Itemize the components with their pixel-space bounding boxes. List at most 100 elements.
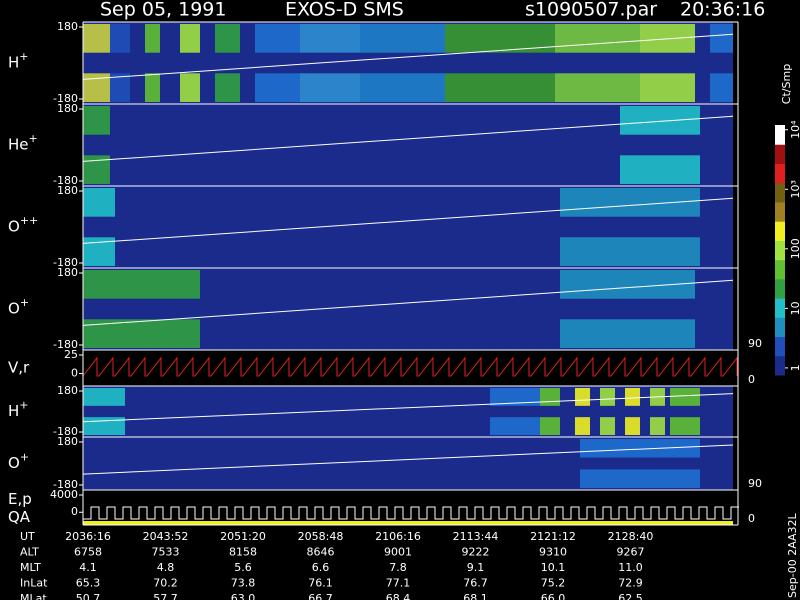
- spectrum-patch: [540, 417, 560, 435]
- y-tick-label: -180: [53, 338, 78, 351]
- footer-cell: 9.1: [467, 561, 485, 574]
- panel-label-sup: +: [19, 399, 28, 412]
- footer-cell: 9310: [539, 546, 567, 559]
- panel-bg: [83, 386, 733, 437]
- colorbar-tick-label: 100: [789, 238, 800, 259]
- y-tick-label: -180: [53, 478, 78, 491]
- y-tick-label: 180: [57, 102, 78, 115]
- spectrum-patch: [710, 24, 733, 53]
- footer-cell: 63.0: [231, 592, 256, 600]
- panel-label: O++: [8, 214, 38, 236]
- footer-cell: 2113:44: [453, 530, 499, 543]
- footer-cell: 2058:48: [298, 530, 344, 543]
- spectrum-patch: [180, 73, 200, 102]
- trace-line: [82, 444, 734, 475]
- y-tick-label: 180: [57, 20, 78, 33]
- footer-cell: 57.7: [153, 592, 178, 600]
- colorbar-tick-label: 10³: [789, 180, 800, 198]
- panel-label: H+: [8, 50, 29, 72]
- colorbar-tick-label: 10⁴: [789, 120, 800, 139]
- spectrum-patch: [145, 24, 160, 53]
- footer-cell: 9001: [384, 546, 412, 559]
- footer-cell: 7533: [152, 546, 180, 559]
- spectrum-patch: [445, 73, 555, 102]
- panel-label: O+: [8, 451, 29, 473]
- spectrum-patch: [83, 188, 115, 217]
- spectrum-patch: [650, 417, 665, 435]
- panel-label: E,p: [8, 490, 32, 508]
- spectrum-patch: [560, 237, 700, 266]
- footer-cell: 72.9: [618, 577, 643, 590]
- trace-line: [82, 393, 734, 423]
- spectrum-patch: [215, 24, 240, 53]
- footer-cell: 68.4: [386, 592, 411, 600]
- footer-row-label: UT: [20, 530, 35, 543]
- panel-label: QA: [8, 508, 31, 526]
- panel: -180 180 He+: [8, 102, 738, 187]
- spectrum-patch: [670, 417, 700, 435]
- colorbar-label: Ct/Smp: [780, 64, 793, 104]
- colorbar-cell: [775, 125, 785, 145]
- footer-cell: 7.8: [389, 561, 407, 574]
- y-tick-label: 180: [57, 435, 78, 448]
- spectrum-patch: [110, 73, 130, 102]
- footer-cell: 66.7: [308, 592, 333, 600]
- instrument: EXOS-D SMS: [285, 0, 404, 21]
- spectrum-patch: [555, 24, 640, 53]
- trace-line: [82, 115, 734, 162]
- colorbar-cell: [775, 240, 785, 261]
- trace: [82, 356, 738, 377]
- colorbar-cell: [775, 259, 785, 280]
- colorbar-cell: [775, 144, 785, 164]
- footer-cell: 5.6: [234, 561, 252, 574]
- spectrum-patch: [300, 24, 360, 53]
- footer-cell: 2106:16: [375, 530, 421, 543]
- colorbar-cell: [775, 201, 785, 222]
- y-tick-label: 180: [57, 384, 78, 397]
- file: s1090507.par: [525, 0, 657, 21]
- spectrum-patch: [300, 73, 360, 102]
- side-label: Sep-00 2AA32L: [786, 512, 799, 598]
- spectrum-patch: [580, 469, 700, 488]
- footer-cell: 2036:16: [65, 530, 111, 543]
- spectrum-patch: [600, 388, 615, 406]
- spectrum-patch: [625, 388, 640, 406]
- spectrum-patch: [540, 388, 560, 406]
- y-tick-label: -180: [53, 425, 78, 438]
- spectrum-patch: [145, 73, 160, 102]
- panel-bg: [83, 350, 733, 386]
- spectrum-patch: [360, 24, 445, 53]
- footer-cell: 75.2: [541, 577, 566, 590]
- panel-label: V,r: [8, 359, 30, 377]
- colorbar-cell: [775, 317, 785, 338]
- y-tick-label: 0: [71, 505, 78, 518]
- panel: -180 180 O+ 90: [8, 266, 762, 351]
- trace-line: [82, 197, 734, 244]
- panel: -180 180 H+: [8, 384, 738, 438]
- panel-label: O+: [8, 296, 29, 318]
- footer-cell: 73.8: [231, 577, 256, 590]
- colorbar-cell: [775, 163, 785, 184]
- colorbar-cell: [775, 182, 785, 203]
- spectrum-patch: [625, 417, 640, 435]
- spectrum-patch: [575, 417, 590, 435]
- right-label: 90: [748, 477, 762, 490]
- spectrum-patch: [360, 73, 445, 102]
- spectrum-patch: [560, 319, 695, 348]
- panel-label-sup: +: [20, 296, 29, 309]
- footer-row-label: InLat: [20, 577, 48, 590]
- y-tick-label: -180: [53, 174, 78, 187]
- y-tick-label: 25: [64, 348, 78, 361]
- footer-cell: 2121:12: [530, 530, 576, 543]
- footer-cell: 62.5: [618, 592, 643, 600]
- panel-label: He+: [8, 132, 38, 154]
- colorbar-tick-label: 1: [789, 364, 800, 371]
- panel: 0 25 V,r 0: [8, 348, 755, 387]
- spectrum-patch: [255, 73, 300, 102]
- spectrum-patch: [620, 106, 700, 135]
- footer-cell: 9267: [617, 546, 645, 559]
- footer-cell: 66.0: [541, 592, 566, 600]
- colorbar-cell: [775, 278, 785, 299]
